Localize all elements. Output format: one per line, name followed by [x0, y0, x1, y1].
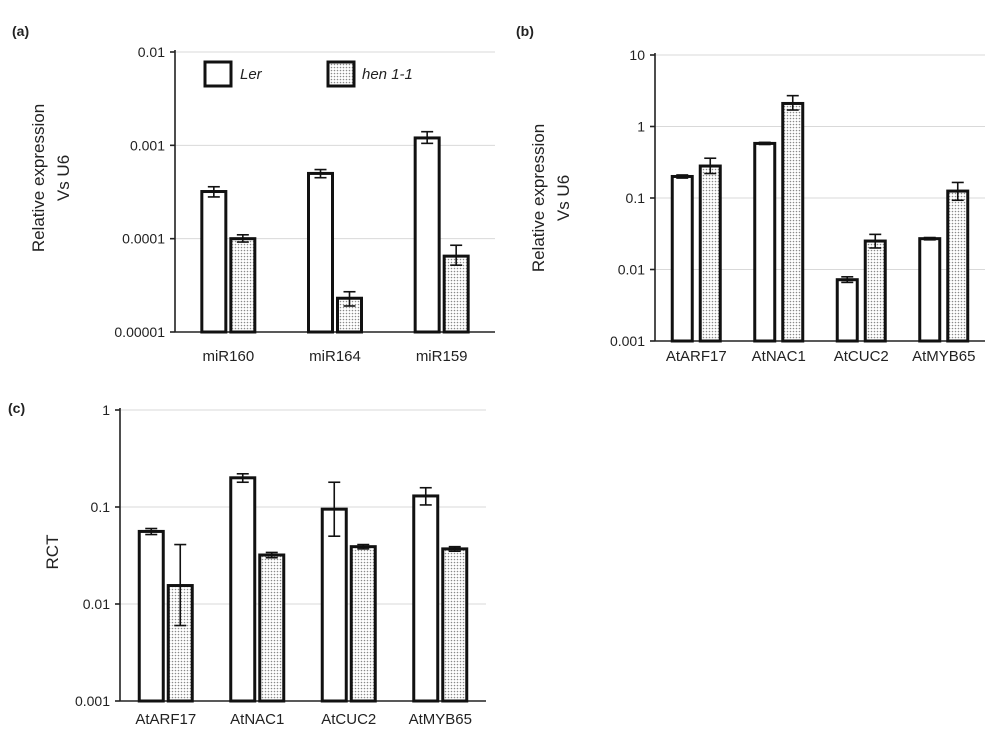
- panel-c-y-label-line: RCT: [43, 535, 62, 570]
- panel-a-bar-hen1-mir159: [442, 254, 470, 334]
- panel-a-y-tick-label: 0.00001: [114, 324, 165, 340]
- panel-c-y-tick-label: 0.1: [91, 499, 111, 515]
- panel-c-bar-ler-atmyb65: [412, 494, 440, 703]
- panel-b-x-tick-label: AtARF17: [666, 348, 727, 365]
- panel-a-legend-swatch: [203, 60, 233, 88]
- panel-b-y-label-line: Vs U6: [554, 175, 573, 221]
- panel-b-bar-ler-atarf17: [670, 174, 694, 343]
- panel-a-label: (a): [12, 23, 29, 39]
- panel-c-y-tick-label: 1: [102, 402, 110, 418]
- panel-a-x-tick-label: miR164: [309, 348, 361, 365]
- panel-b-y-label: Relative expression Vs U6: [529, 124, 573, 272]
- panel-a-chart: (a) 0.00001 0.0001 0.001 0.01 Relative expres…: [12, 23, 495, 365]
- panel-c-x-tick-label: AtNAC1: [230, 711, 284, 728]
- panel-b-bar-hen1-atmyb65: [946, 189, 970, 343]
- panel-c-bar-hen1-atnac1: [258, 553, 286, 703]
- panel-c-y-tick-label: 0.01: [83, 596, 110, 612]
- panel-b-bar-ler-atmyb65: [918, 237, 942, 343]
- panel-b-x-tick-label: AtCUC2: [834, 348, 889, 365]
- panel-b-bar-ler-atnac1: [753, 141, 777, 343]
- panel-b-label: (b): [516, 23, 534, 39]
- panel-a-y-tick-label: 0.001: [130, 137, 165, 153]
- panel-b-bar-ler-atcuc2: [835, 278, 859, 343]
- panel-b-bar-hen1-atarf17: [698, 164, 722, 343]
- panel-c-x-tick-label: AtCUC2: [321, 711, 376, 728]
- panel-b-bar-hen1-atcuc2: [863, 239, 887, 343]
- panel-c-bar-ler-atnac1: [229, 476, 257, 703]
- panel-c-bar-hen1-atmyb65: [441, 547, 469, 703]
- panel-b-y-tick-label: 1: [637, 119, 645, 135]
- panel-a-y-tick-label: 0.0001: [122, 231, 165, 247]
- panel-a-legend-label: hen 1-1: [362, 66, 413, 83]
- panel-c-bar-ler-atarf17: [137, 529, 165, 703]
- panel-c-x-tick-label: AtMYB65: [409, 711, 472, 728]
- panel-c-x-tick-label: AtARF17: [135, 711, 196, 728]
- panel-c-y-tick-label: 0.001: [75, 693, 110, 709]
- panel-b-bar-hen1-atnac1: [781, 101, 805, 343]
- panel-a-bar-ler-mir160: [200, 190, 228, 334]
- panel-b-x-tick-label: AtNAC1: [752, 348, 806, 365]
- panel-a-y-label-line: Relative expression: [29, 104, 48, 252]
- panel-a-legend-label: Ler: [240, 66, 263, 83]
- panel-a-bar-hen1-mir160: [229, 237, 257, 334]
- panel-b-y-tick-label: 10: [629, 47, 645, 63]
- panel-c-y-label: RCT: [43, 535, 62, 570]
- panel-b-y-tick-label: 0.01: [618, 262, 645, 278]
- panel-a-bar-ler-mir164: [307, 171, 334, 334]
- panel-a-y-label-line: Vs U6: [54, 155, 73, 201]
- panel-b-y-label-line: Relative expression: [529, 124, 548, 272]
- panel-a-legend-swatch: [326, 60, 356, 88]
- panel-b-y-tick-label: 0.1: [626, 190, 646, 206]
- panel-b-chart: (b) 0.001 0.01 0.1 1 10 Relative expression Vs …: [516, 23, 985, 365]
- panel-a-bar-ler-mir159: [413, 136, 441, 334]
- panel-c-bar-ler-atcuc2: [320, 507, 348, 703]
- panel-c-chart: (c) 0.001 0.01 0.1 1 RCT AtARF17 AtNAC1 AtCUC2 At…: [8, 400, 486, 728]
- panel-c-label: (c): [8, 400, 25, 416]
- panel-b-y-tick-label: 0.001: [610, 333, 645, 349]
- panel-a-x-tick-label: miR159: [416, 348, 468, 365]
- panel-c-bar-hen1-atcuc2: [349, 545, 377, 703]
- panel-a-y-label: Relative expression Vs U6: [29, 104, 73, 252]
- panel-a-x-tick-label: miR160: [202, 348, 254, 365]
- panel-b-x-tick-label: AtMYB65: [912, 348, 975, 365]
- panel-a-y-tick-label: 0.01: [138, 44, 165, 60]
